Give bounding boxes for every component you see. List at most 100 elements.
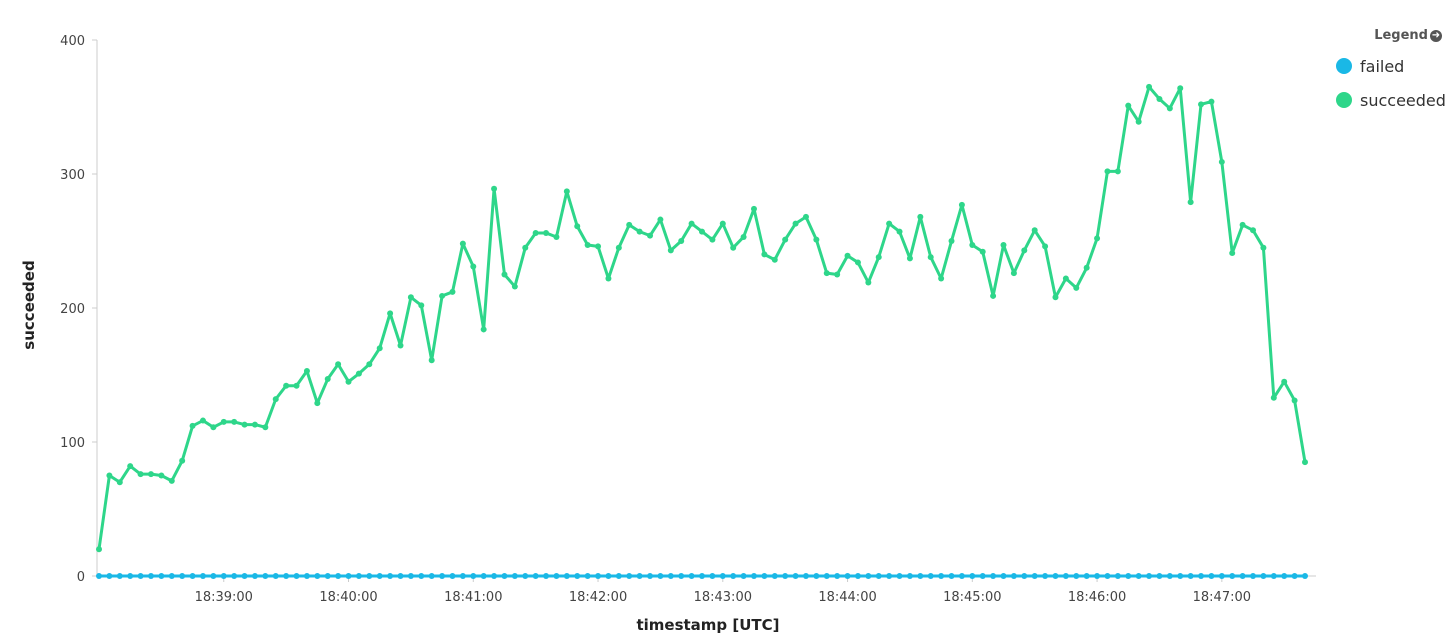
- data-point-succeeded[interactable]: [1083, 264, 1090, 271]
- data-point-succeeded[interactable]: [1114, 168, 1121, 175]
- data-point-succeeded[interactable]: [667, 247, 674, 254]
- data-point-succeeded[interactable]: [844, 252, 851, 259]
- data-point-succeeded[interactable]: [293, 382, 300, 389]
- data-point-succeeded[interactable]: [834, 271, 841, 278]
- data-point-succeeded[interactable]: [948, 238, 955, 244]
- data-point-succeeded[interactable]: [927, 254, 934, 261]
- data-point-succeeded[interactable]: [750, 205, 757, 212]
- data-point-failed[interactable]: [1208, 573, 1215, 579]
- data-point-failed[interactable]: [699, 573, 705, 579]
- chevron-right-circle-icon[interactable]: ➜: [1430, 29, 1442, 42]
- data-point-failed[interactable]: [168, 573, 175, 579]
- data-point-succeeded[interactable]: [574, 223, 581, 230]
- data-point-succeeded[interactable]: [283, 382, 290, 389]
- data-point-succeeded[interactable]: [459, 240, 466, 247]
- data-point-succeeded[interactable]: [802, 213, 809, 220]
- data-point-succeeded[interactable]: [262, 424, 269, 431]
- data-point-succeeded[interactable]: [958, 201, 965, 208]
- data-point-succeeded[interactable]: [792, 220, 799, 227]
- data-point-failed[interactable]: [906, 573, 913, 579]
- data-point-succeeded[interactable]: [1062, 275, 1069, 282]
- data-point-succeeded[interactable]: [335, 361, 342, 368]
- data-point-failed[interactable]: [1156, 573, 1163, 579]
- data-point-failed[interactable]: [283, 573, 290, 579]
- data-point-succeeded[interactable]: [1094, 235, 1101, 242]
- data-point-succeeded[interactable]: [1104, 168, 1111, 175]
- data-point-failed[interactable]: [802, 573, 809, 579]
- data-point-succeeded[interactable]: [906, 255, 913, 262]
- data-point-succeeded[interactable]: [137, 471, 144, 478]
- legend-item-succeeded[interactable]: succeeded: [1336, 83, 1448, 117]
- data-point-failed[interactable]: [1177, 573, 1184, 579]
- data-point-succeeded[interactable]: [1125, 102, 1132, 109]
- data-point-failed[interactable]: [532, 573, 539, 579]
- data-point-failed[interactable]: [210, 573, 217, 579]
- data-point-succeeded[interactable]: [688, 220, 695, 227]
- data-point-failed[interactable]: [813, 573, 820, 579]
- data-point-succeeded[interactable]: [1250, 227, 1257, 234]
- data-point-failed[interactable]: [1000, 573, 1007, 579]
- data-point-succeeded[interactable]: [324, 376, 331, 383]
- data-point-succeeded[interactable]: [376, 345, 383, 352]
- data-point-failed[interactable]: [1218, 573, 1225, 579]
- data-point-failed[interactable]: [1291, 573, 1298, 579]
- data-point-succeeded[interactable]: [387, 310, 394, 317]
- data-point-failed[interactable]: [553, 573, 560, 579]
- data-point-succeeded[interactable]: [875, 254, 882, 261]
- data-point-failed[interactable]: [116, 573, 123, 579]
- data-point-failed[interactable]: [127, 573, 134, 579]
- data-point-succeeded[interactable]: [647, 232, 654, 239]
- data-point-failed[interactable]: [979, 573, 986, 579]
- data-point-succeeded[interactable]: [1260, 244, 1267, 251]
- data-point-failed[interactable]: [1052, 573, 1059, 579]
- data-point-succeeded[interactable]: [470, 263, 477, 270]
- data-point-succeeded[interactable]: [615, 244, 622, 251]
- data-point-succeeded[interactable]: [345, 378, 352, 385]
- data-point-failed[interactable]: [1270, 573, 1277, 579]
- data-point-failed[interactable]: [647, 573, 654, 579]
- data-point-failed[interactable]: [1260, 573, 1267, 579]
- data-point-failed[interactable]: [231, 573, 238, 579]
- data-point-succeeded[interactable]: [896, 228, 903, 235]
- data-point-failed[interactable]: [750, 573, 757, 579]
- data-point-failed[interactable]: [917, 573, 924, 579]
- data-point-succeeded[interactable]: [355, 370, 362, 377]
- data-point-failed[interactable]: [106, 573, 113, 579]
- data-point-succeeded[interactable]: [501, 271, 508, 278]
- data-point-failed[interactable]: [834, 573, 841, 579]
- data-point-succeeded[interactable]: [127, 463, 134, 470]
- data-point-failed[interactable]: [407, 573, 414, 579]
- data-point-succeeded[interactable]: [813, 236, 820, 243]
- data-point-succeeded[interactable]: [553, 233, 560, 240]
- data-point-failed[interactable]: [418, 573, 425, 579]
- data-point-failed[interactable]: [1021, 573, 1028, 579]
- data-point-succeeded[interactable]: [771, 256, 778, 263]
- data-point-failed[interactable]: [1135, 573, 1142, 579]
- data-point-failed[interactable]: [1229, 573, 1236, 579]
- data-point-failed[interactable]: [688, 573, 695, 579]
- data-point-succeeded[interactable]: [563, 188, 570, 195]
- data-point-succeeded[interactable]: [1042, 243, 1049, 250]
- data-point-failed[interactable]: [272, 573, 279, 579]
- data-point-failed[interactable]: [1062, 573, 1069, 579]
- data-point-failed[interactable]: [491, 573, 498, 579]
- data-point-failed[interactable]: [1198, 573, 1205, 579]
- data-point-succeeded[interactable]: [938, 275, 945, 282]
- data-point-succeeded[interactable]: [657, 216, 664, 223]
- data-point-succeeded[interactable]: [917, 213, 924, 220]
- data-point-failed[interactable]: [1042, 573, 1049, 579]
- data-point-succeeded[interactable]: [1291, 397, 1298, 404]
- data-point-failed[interactable]: [563, 573, 570, 579]
- data-point-succeeded[interactable]: [886, 220, 893, 227]
- data-point-failed[interactable]: [158, 573, 165, 579]
- data-point-failed[interactable]: [1239, 573, 1246, 579]
- data-point-failed[interactable]: [439, 573, 446, 579]
- data-point-failed[interactable]: [1166, 573, 1173, 579]
- data-point-failed[interactable]: [948, 573, 955, 579]
- data-point-failed[interactable]: [927, 573, 934, 579]
- data-point-failed[interactable]: [886, 573, 893, 579]
- data-point-failed[interactable]: [969, 573, 976, 579]
- data-point-succeeded[interactable]: [179, 457, 186, 464]
- data-point-succeeded[interactable]: [605, 275, 612, 282]
- data-point-succeeded[interactable]: [1177, 85, 1184, 92]
